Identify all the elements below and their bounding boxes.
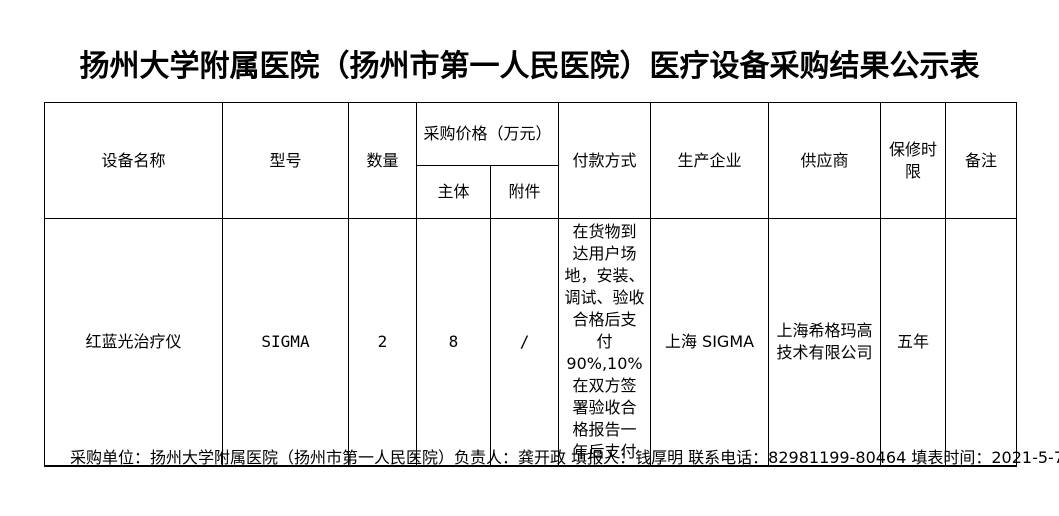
col-header-warranty: 保修时限 [880, 102, 947, 219]
cell-warranty: 五年 [880, 218, 947, 467]
procurement-result-table: 设备名称 型号 数量 采购价格（万元） 付款方式 生产企业 供应商 保修时限 备… [44, 102, 1018, 467]
cell-manufacturer: 上海 SIGMA [650, 218, 770, 467]
col-header-model: 型号 [222, 102, 349, 219]
page-title: 扬州大学附属医院（扬州市第一人民医院）医疗设备采购结果公示表 [79, 49, 980, 84]
col-header-payment-method: 付款方式 [558, 102, 652, 219]
footer-note: 采购单位：扬州大学附属医院（扬州市第一人民医院）负责人：龚开政 填报人：钱厚明 … [70, 448, 1059, 467]
cell-device-name: 红蓝光治疗仪 [44, 218, 223, 467]
cell-price-main: 8 [416, 218, 491, 467]
cell-payment-method: 在货物到 达用户场 地，安装、 调试、验收 合格后支 付 90%,10% 在双方… [558, 218, 652, 467]
col-header-remarks: 备注 [945, 102, 1018, 219]
cell-remarks [945, 218, 1018, 467]
cell-supplier: 上海希格玛高技术有限公司 [768, 218, 882, 467]
table-header-row-1: 设备名称 型号 数量 采购价格（万元） 付款方式 生产企业 供应商 保修时限 备… [44, 102, 1018, 219]
table-row: 红蓝光治疗仪 SIGMA 2 8 / 在货物到 达用户场 地，安装、 调试、验收… [44, 218, 1018, 467]
col-header-quantity: 数量 [348, 102, 417, 219]
col-header-supplier: 供应商 [768, 102, 882, 219]
cell-price-accessory: / [489, 218, 560, 467]
col-header-manufacturer: 生产企业 [650, 102, 770, 219]
col-header-device-name: 设备名称 [44, 102, 223, 219]
col-header-price-accessory: 附件 [489, 165, 560, 219]
cell-quantity: 2 [348, 218, 417, 467]
cell-model: SIGMA [222, 218, 349, 467]
table-header-row-2: 主体 附件 [45, 165, 1017, 219]
col-header-price-main: 主体 [416, 165, 491, 219]
col-header-price-group: 采购价格（万元） [415, 102, 560, 166]
